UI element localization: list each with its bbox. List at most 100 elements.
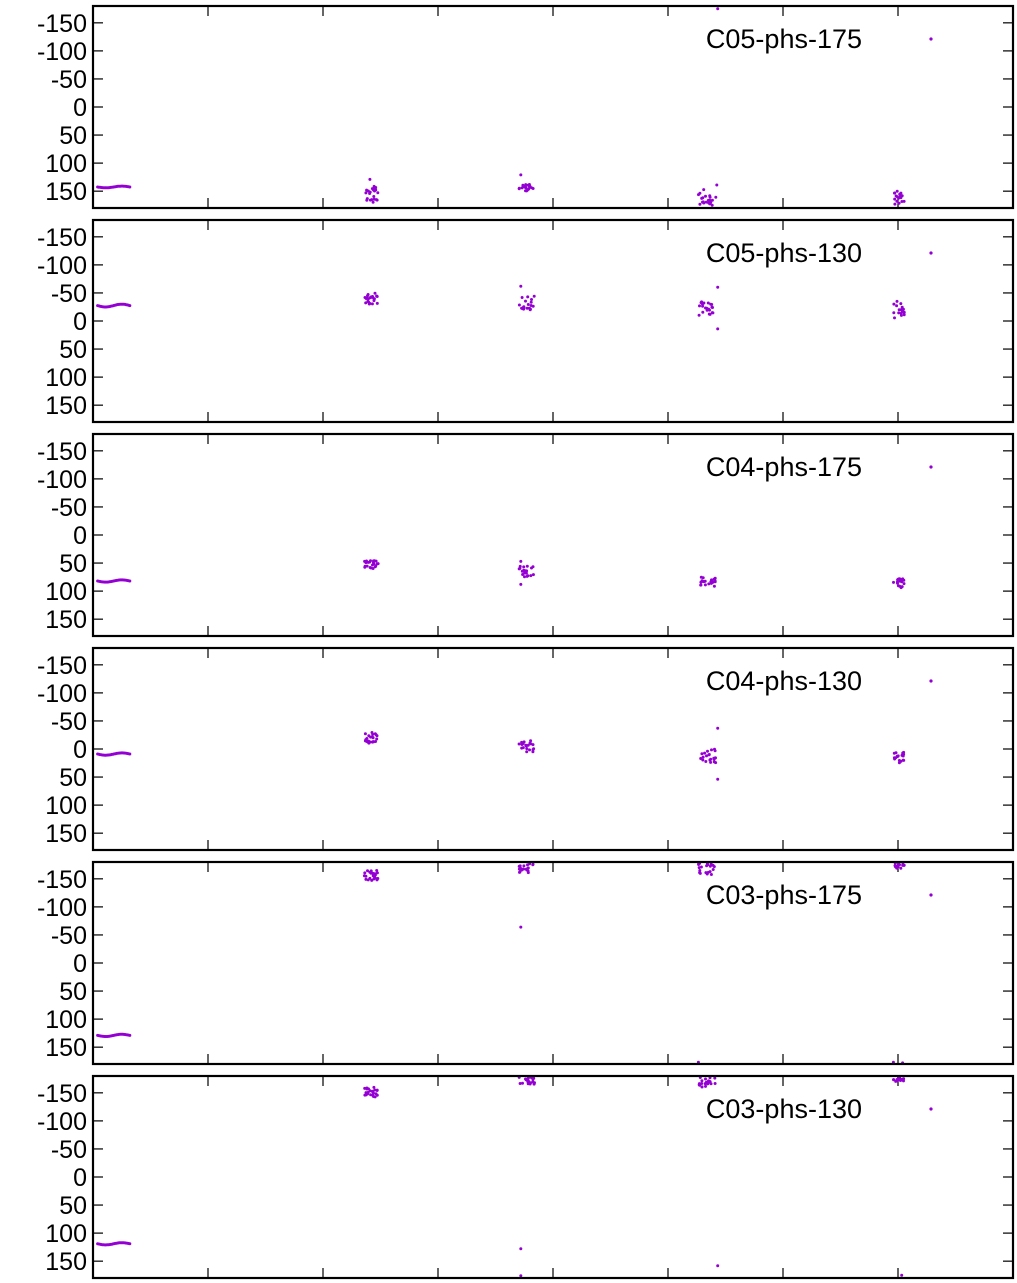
- data-point: [372, 877, 376, 881]
- data-points: [96, 559, 906, 590]
- data-point: [704, 1084, 707, 1088]
- legend-label: C03-phs-175: [706, 880, 862, 910]
- data-point: [370, 735, 374, 739]
- data-point: [699, 583, 703, 587]
- data-point: [372, 1085, 376, 1089]
- data-point: [710, 198, 714, 202]
- data-point: [898, 584, 902, 588]
- data-point: [373, 732, 377, 736]
- data-point: [517, 867, 521, 871]
- data-point: [700, 752, 704, 756]
- data-point: [525, 189, 529, 193]
- data-point: [893, 757, 897, 761]
- data-point: [370, 187, 374, 191]
- data-point: [369, 871, 373, 875]
- data-point: [528, 741, 532, 745]
- data-point: [526, 869, 530, 873]
- data-point: [525, 306, 529, 310]
- data-point: [708, 198, 712, 202]
- data-point: [519, 1274, 523, 1278]
- data-point: [364, 874, 368, 878]
- y-tick-label: -150: [37, 866, 87, 894]
- data-point: [712, 760, 716, 764]
- y-tick-label: -50: [51, 66, 87, 94]
- data-point: [531, 743, 535, 747]
- data-point: [901, 577, 905, 581]
- data-point: [901, 1078, 904, 1082]
- data-point: [528, 1082, 532, 1086]
- data-point: [901, 862, 905, 866]
- data-points: [96, 726, 906, 781]
- data-point: [372, 562, 376, 566]
- y-tick-label: -100: [37, 1108, 87, 1136]
- legend-label: C05-phs-175: [706, 24, 862, 54]
- data-point: [894, 194, 898, 198]
- data-point: [716, 285, 720, 289]
- y-tick-label: -50: [51, 1136, 87, 1164]
- data-point: [374, 559, 378, 563]
- plot-frame: [91, 218, 1015, 424]
- data-point: [520, 296, 524, 299]
- data-point: [524, 571, 528, 575]
- data-point: [709, 581, 713, 585]
- data-point: [716, 327, 720, 331]
- y-tick-label: 50: [59, 122, 87, 150]
- data-point: [892, 311, 896, 315]
- y-tick-label: 0: [73, 1164, 87, 1192]
- data-point: [892, 580, 895, 584]
- data-point: [373, 1088, 377, 1092]
- y-tick-label: 0: [73, 950, 87, 978]
- data-point: [710, 305, 714, 309]
- data-point: [895, 189, 899, 193]
- data-point: [375, 877, 378, 881]
- data-point: [898, 1078, 901, 1082]
- data-point: [372, 1091, 375, 1095]
- data-point: [532, 294, 536, 298]
- data-point: [895, 299, 899, 303]
- data-point: [372, 559, 375, 563]
- data-point: [708, 864, 712, 868]
- data-point: [697, 313, 701, 317]
- data-point: [519, 284, 523, 288]
- data-point: [897, 759, 901, 762]
- data-point: [375, 1088, 379, 1092]
- data-point: [364, 738, 368, 742]
- y-tick-label: 150: [45, 820, 87, 848]
- data-point: [895, 304, 899, 308]
- data-point: [703, 583, 707, 587]
- data-point: [902, 310, 906, 314]
- data-point: [716, 777, 720, 781]
- data-point: [527, 187, 531, 191]
- data-point: [366, 1090, 370, 1094]
- data-point: [703, 751, 707, 755]
- data-point: [375, 301, 379, 305]
- data-point: [710, 311, 714, 315]
- data-point: [701, 755, 705, 759]
- data-point: [529, 304, 533, 307]
- plot-frame: [91, 860, 1015, 1066]
- data-point: [707, 307, 711, 311]
- data-point: [714, 756, 717, 760]
- data-point: [706, 749, 709, 753]
- data-point: [531, 573, 535, 577]
- data-point: [526, 574, 530, 578]
- data-point: [701, 302, 704, 306]
- data-point: [707, 582, 711, 586]
- data-point: [366, 560, 370, 564]
- data-point: [375, 871, 379, 875]
- data-point: [899, 313, 903, 317]
- data-point: [517, 742, 521, 746]
- data-point: [524, 744, 528, 748]
- y-tick-label: 50: [59, 550, 87, 578]
- y-tick-label: -100: [37, 680, 87, 708]
- legend-marker: [929, 37, 933, 41]
- data-point: [697, 193, 700, 197]
- y-tick-label: 100: [45, 150, 87, 178]
- data-point: [700, 1082, 704, 1085]
- data-point: [894, 865, 897, 869]
- data-point: [708, 312, 712, 316]
- data-point: [528, 748, 531, 752]
- data-point: [530, 298, 533, 301]
